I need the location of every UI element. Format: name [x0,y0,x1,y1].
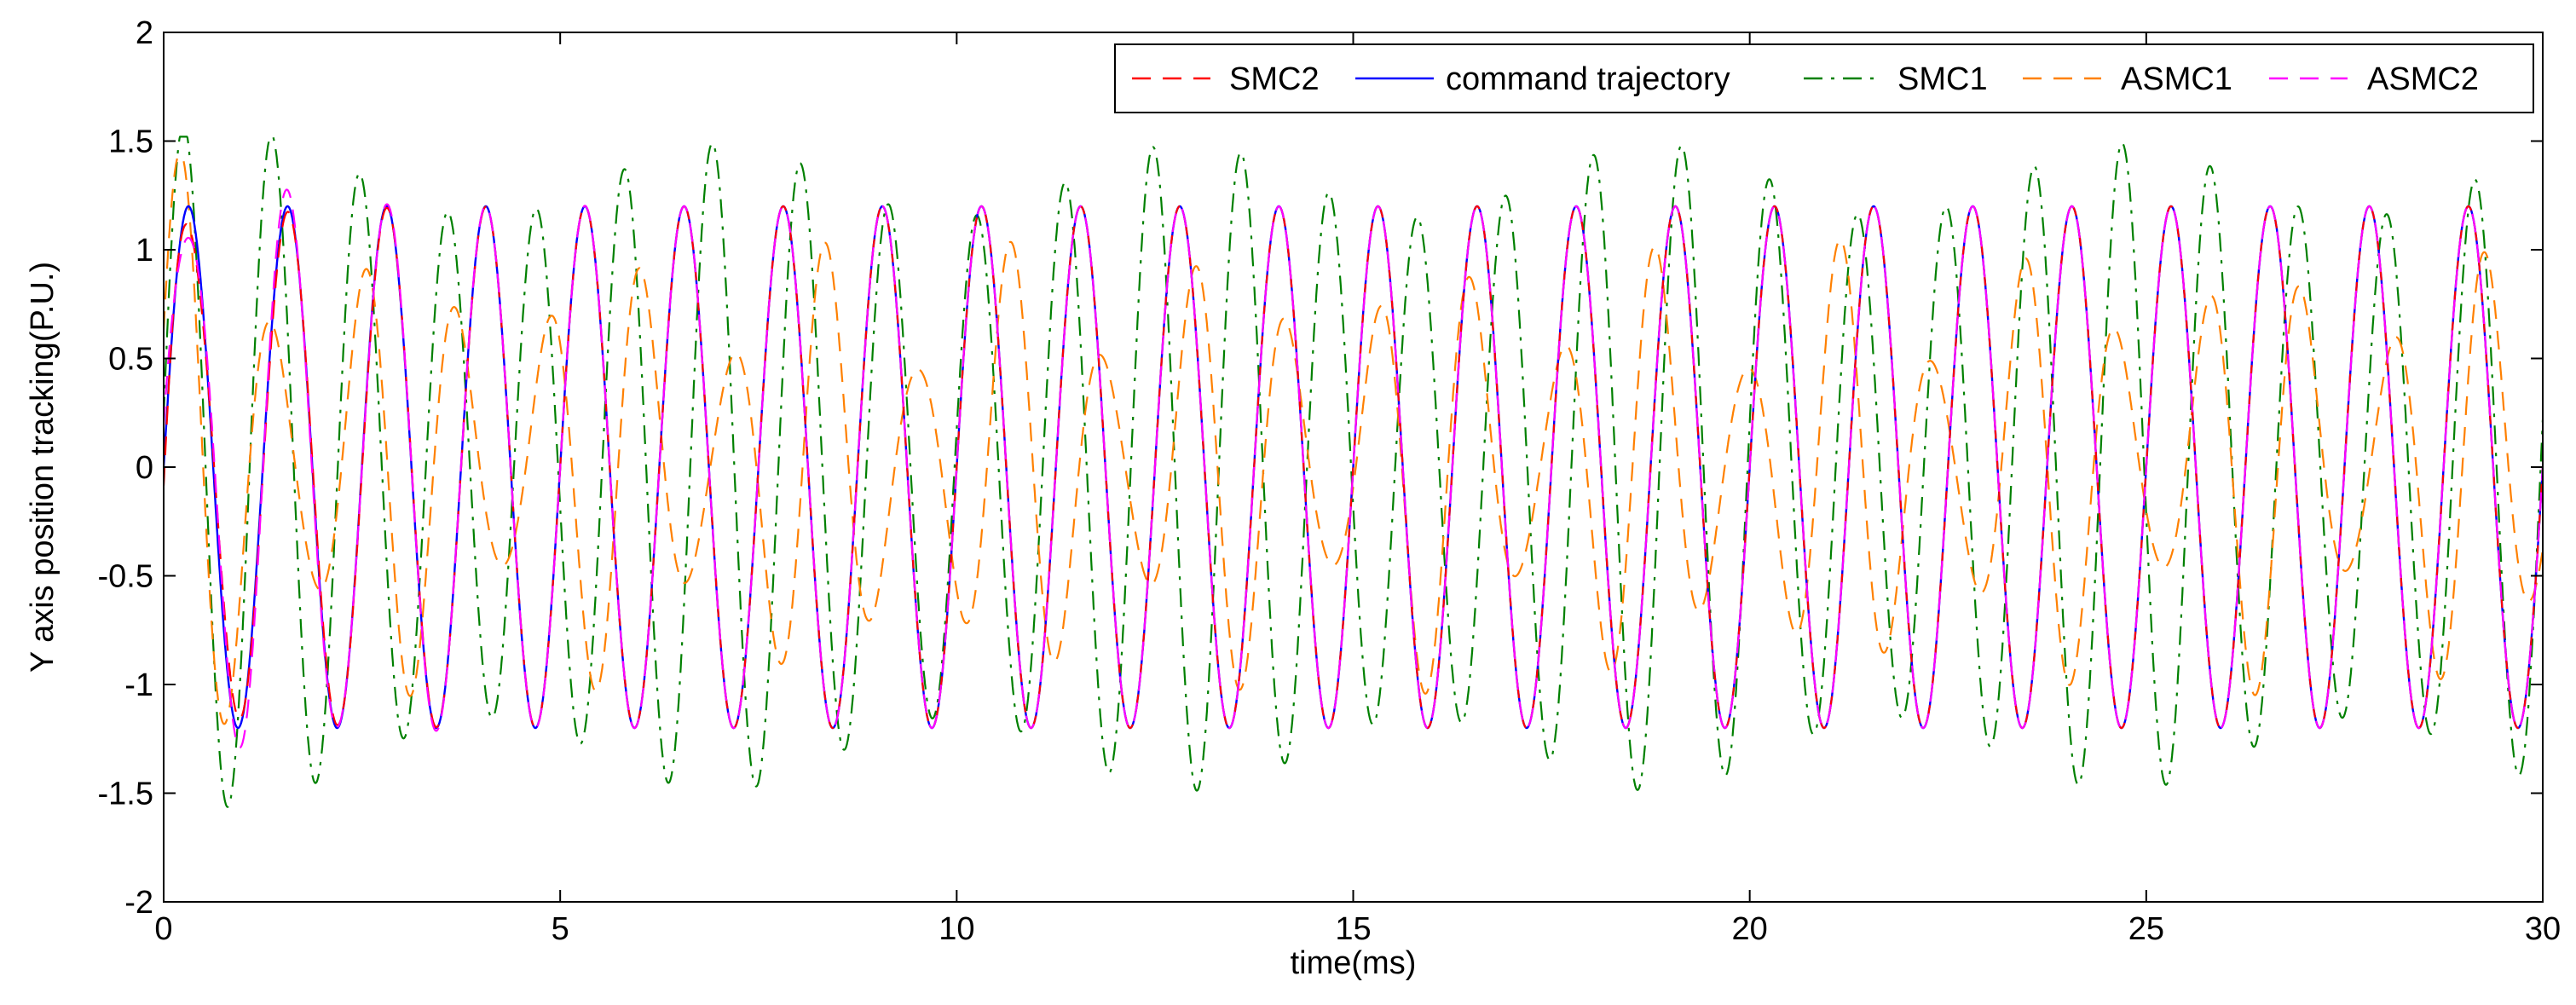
y-tick-label: 0.5 [108,342,153,378]
y-tick-label: 1.5 [108,124,153,160]
series-line-asmc1 [164,155,2543,725]
legend-label-command-trajectory: command trajectory [1446,61,1730,97]
x-axis-label: time(ms) [1291,945,1417,981]
y-tick-label: 2 [136,15,153,51]
legend-label-smc2: SMC2 [1229,61,1320,97]
legend-box [1114,43,2534,113]
x-tick-label: 25 [2128,911,2164,947]
y-tick-label: -1 [124,667,153,703]
x-tick-label: 30 [2525,911,2561,947]
y-tick-label: -1.5 [98,777,153,812]
legend-label-smc1: SMC1 [1897,61,1988,97]
series-layer [164,136,2543,808]
legend-label-asmc2: ASMC2 [2367,61,2479,97]
legend: SMC2 command trajectory SMC1 ASMC1 ASMC2 [1114,43,2534,113]
x-tick-label: 5 [552,911,569,947]
y-tick-label: -0.5 [98,559,153,595]
series-line-asmc2 [164,188,2543,749]
y-axis-label: Y axis position tracking(P.U.) [25,262,61,673]
y-tick-label: -2 [124,885,153,921]
x-tick-label: 15 [1335,911,1371,947]
legend-label-asmc1: ASMC1 [2121,61,2232,97]
y-tick-label: 1 [136,233,153,269]
x-tick-label: 10 [939,911,974,947]
ticks-layer: 0 5 10 15 20 25 30 -2 -1.5 -1 -0.5 0 0.5 1 1.5 2 [98,15,2562,947]
x-tick-label: 20 [1732,911,1768,947]
x-tick-label: 0 [154,911,172,947]
y-tick-label: 0 [136,450,153,486]
